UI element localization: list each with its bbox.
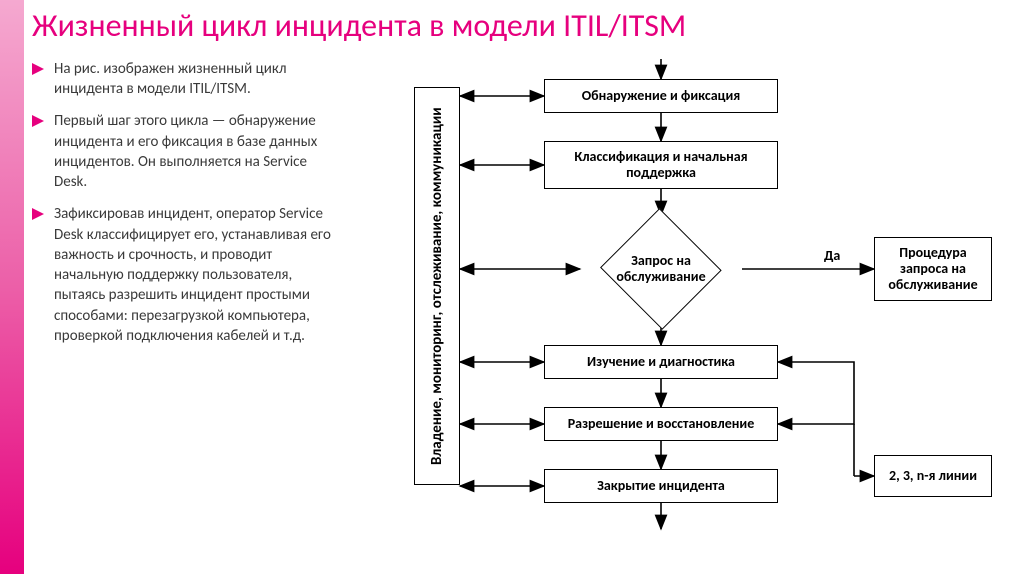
- text-column: На рис. изображен жизненный цикл инциден…: [32, 59, 340, 539]
- bullet-item: На рис. изображен жизненный цикл инциден…: [32, 59, 340, 100]
- bullet-text: Зафиксировав инцидент, оператор Service …: [54, 204, 340, 346]
- flow-node-n7: Закрытие инцидента: [544, 469, 778, 503]
- flow-node-n1: Обнаружение и фиксация: [544, 79, 778, 113]
- flow-node-p1: Процедура запроса на обслуживание: [874, 237, 992, 301]
- bullet-text: Первый шаг этого цикла — обнаружение инц…: [54, 111, 340, 192]
- flow-node-n2: Классификация и начальная поддержка: [544, 141, 778, 189]
- flow-node-p2: 2, 3, n-я линии: [874, 455, 992, 497]
- side-process-box: Владение, мониторинг, отслеживание, комм…: [414, 87, 460, 485]
- flow-node-n6: Разрешение и восстановление: [544, 407, 778, 441]
- decision-yes-label: Да: [824, 247, 840, 264]
- bullet-list: На рис. изображен жизненный цикл инциден…: [32, 59, 340, 346]
- diagram-column: Владение, мониторинг, отслеживание, комм…: [354, 59, 1016, 539]
- slide-content: Жизненный цикл инцидента в модели ITIL/I…: [32, 8, 1016, 566]
- flow-node-n5: Изучение и диагностика: [544, 345, 778, 379]
- bullet-item: Первый шаг этого цикла — обнаружение инц…: [32, 111, 340, 192]
- bullet-icon: [32, 115, 46, 192]
- bullet-icon: [32, 63, 46, 100]
- slide-accent-bar: [0, 0, 24, 574]
- bullet-icon: [32, 208, 46, 346]
- bullet-text: На рис. изображен жизненный цикл инциден…: [54, 59, 340, 100]
- slide-title: Жизненный цикл инцидента в модели ITIL/I…: [32, 8, 1016, 45]
- decision-node: Запрос на обслуживание: [581, 214, 741, 323]
- bullet-item: Зафиксировав инцидент, оператор Service …: [32, 204, 340, 346]
- flowchart: Владение, мониторинг, отслеживание, комм…: [354, 59, 994, 539]
